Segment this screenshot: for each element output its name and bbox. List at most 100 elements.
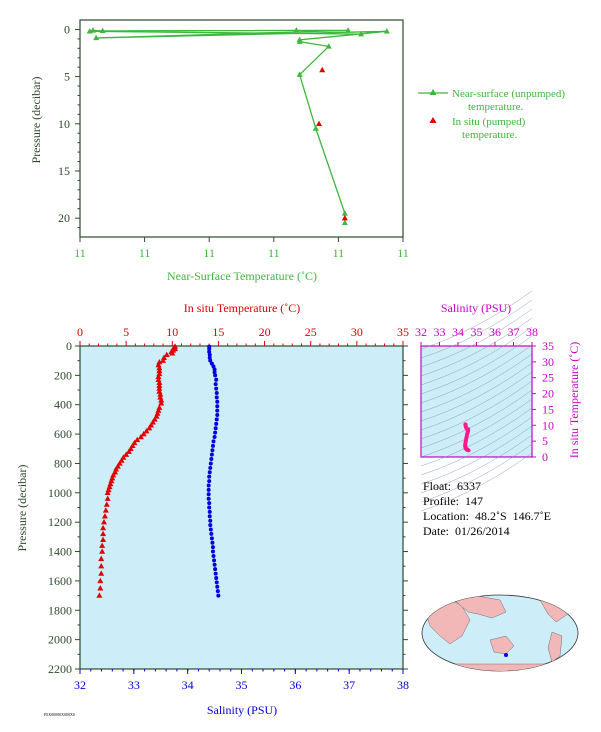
density-contour: [420, 443, 533, 503]
unpumped-point: [296, 38, 303, 44]
temperature-point: [156, 379, 163, 385]
temperature-point: [158, 400, 165, 406]
salinity-point: [215, 399, 220, 404]
density-contour: [420, 434, 533, 494]
legend-pumped-marker: [429, 117, 437, 123]
legend-unpumped-text-2: temperature.: [468, 101, 524, 113]
temperature-point: [100, 518, 107, 525]
profile-date: Date: 01/26/2014: [423, 524, 510, 538]
ts-point: [466, 448, 471, 453]
temperature-point: [156, 385, 163, 391]
unpumped-point: [341, 210, 348, 216]
temperature-point: [125, 448, 132, 454]
near-surface-ticks: 11 11 11 11 11 11 0 5 10 15 20: [58, 22, 409, 260]
temperature-point: [104, 495, 111, 501]
density-contour: [420, 407, 533, 467]
salinity-point: [215, 404, 220, 409]
salinity-point: [207, 479, 212, 484]
ts-x-tick-label: 33: [434, 325, 446, 339]
density-contour: [420, 416, 533, 476]
ts-y-tick-label: 10: [542, 418, 554, 432]
temperature-tick-label: 5: [123, 325, 129, 339]
ts-y-tick-label: 0: [542, 450, 548, 464]
salinity-tick-label: 35: [236, 678, 248, 692]
temperature-point: [156, 364, 163, 371]
temperature-tick-label: 30: [351, 325, 363, 339]
temperature-point: [103, 501, 110, 507]
temperature-tick-label: 35: [397, 325, 409, 339]
unpumped-point: [99, 27, 106, 34]
temperature-tick-label: 0: [77, 325, 83, 339]
salinity-tick-label: 34: [182, 678, 194, 692]
salinity-point: [212, 558, 217, 563]
near-surface-y-tick-label: 10: [58, 117, 70, 131]
profile-ticks: 0 5 10 15 20 25 30 35 32 33 34 35 36 37 38 0 200 400 600 80…: [48, 325, 409, 692]
density-contour: [420, 398, 533, 458]
near-surface-y-tick-label: 0: [64, 22, 70, 36]
temperature-point: [155, 373, 162, 380]
ts-y-tick-label: 25: [542, 371, 554, 385]
salinity-point: [216, 593, 221, 598]
near-surface-x-tick-label: 11: [203, 246, 215, 260]
profile-panel: 0 5 10 15 20 25 30 35 32 33 34 35 36 37 38 0 200 400 600 80…: [15, 301, 409, 717]
temperature-point: [140, 430, 147, 437]
temperature-point: [96, 592, 103, 598]
pressure-tick-label: 200: [54, 368, 72, 382]
temperature-point: [97, 585, 104, 591]
legend-pumped-text-1: In situ (pumped): [452, 116, 526, 128]
salinity-point: [207, 514, 212, 519]
temperature-point: [143, 427, 150, 434]
salinity-point: [212, 562, 217, 567]
pressure-tick-label: 2200: [48, 662, 72, 676]
unpumped-point: [89, 27, 96, 33]
ts-x-tick-label: 34: [452, 325, 464, 339]
salinity-point: [209, 457, 214, 462]
salinity-point: [206, 483, 211, 488]
salinity-point: [214, 390, 219, 395]
temperature-point: [146, 425, 153, 431]
temperature-point: [98, 570, 105, 576]
salinity-point: [207, 505, 212, 510]
float-location: Location: 48.2˚S 146.7˚E: [423, 509, 551, 523]
salinity-point: [213, 373, 218, 378]
salinity-point: [206, 492, 211, 497]
temperature-point: [163, 351, 170, 358]
salinity-point: [210, 545, 215, 550]
profile-number: Profile: 147: [423, 494, 483, 508]
salinity-point: [208, 527, 213, 532]
density-contour: [420, 317, 533, 377]
temperature-point: [123, 451, 130, 457]
temperature-point: [104, 489, 111, 496]
near-surface-x-axis-label: Near-Surface Temperature (˚C): [167, 269, 317, 283]
ts-y-tick-label: 5: [542, 434, 548, 448]
temperature-point: [97, 577, 104, 584]
near-surface-x-tick-label: 11: [333, 246, 345, 260]
salinity-point: [214, 580, 219, 585]
density-contour: [420, 344, 533, 404]
density-contour: [420, 425, 533, 485]
density-contour: [420, 326, 533, 386]
salinity-tick-label: 32: [74, 678, 86, 692]
density-contour: [420, 371, 533, 431]
temperature-point: [134, 436, 141, 443]
salinity-point: [215, 408, 220, 413]
unpumped-point: [325, 43, 332, 49]
salinity-point: [207, 474, 212, 479]
salinity-tick-label: 33: [128, 678, 140, 692]
legend-pumped-label: In situ (pumped) temperature.: [418, 116, 525, 142]
salinity-point: [208, 358, 213, 363]
pumped-point: [319, 66, 326, 73]
map-land-antarctica: [423, 663, 578, 671]
salinity-point: [208, 465, 213, 470]
salinity-point: [214, 417, 219, 422]
salinity-point: [211, 553, 216, 558]
salinity-point: [212, 367, 217, 372]
temperature-axis-label: In situ Temperature (˚C): [184, 301, 301, 315]
salinity-point: [210, 549, 215, 554]
salinity-point: [210, 448, 215, 453]
legend-unpumped-label: Near-surface (unpumped) temperature.: [418, 88, 565, 114]
salinity-point: [209, 361, 214, 366]
